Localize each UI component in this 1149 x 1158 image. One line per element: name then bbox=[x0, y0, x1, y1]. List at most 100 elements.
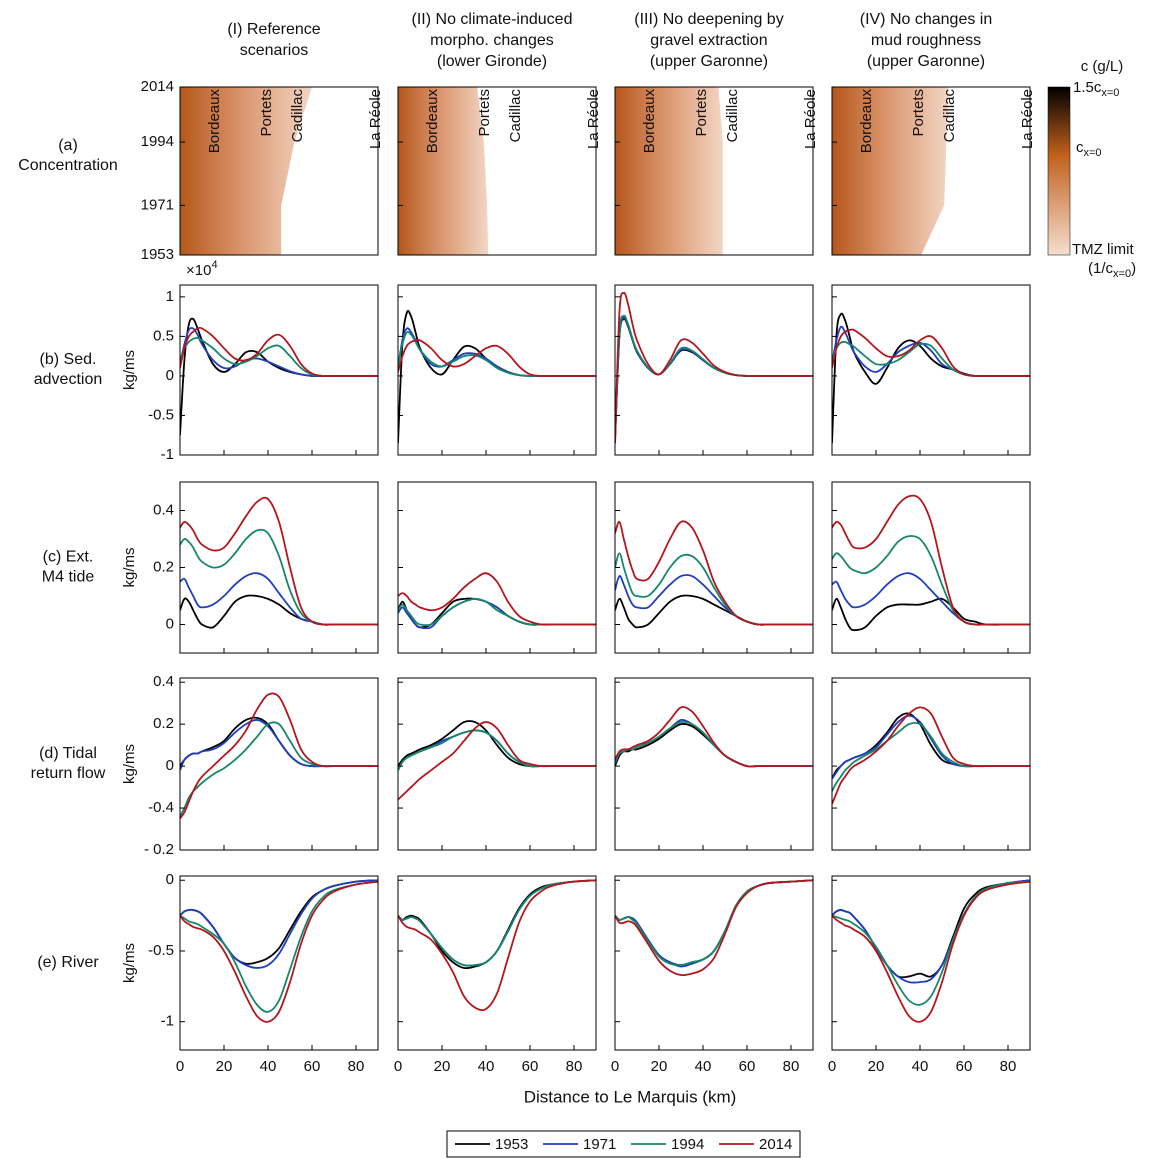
series-line bbox=[398, 597, 596, 627]
y-tick-label: 0.5 bbox=[153, 327, 174, 344]
colorbar-top-label: 1.5cx=0 bbox=[1073, 79, 1119, 99]
series-line bbox=[398, 879, 596, 967]
panel-frame bbox=[831, 481, 1031, 654]
series-line bbox=[398, 338, 596, 377]
y-tick-label: 0 bbox=[166, 367, 174, 384]
legend-label: 1971 bbox=[583, 1136, 616, 1153]
y-tick-label: 0.4 bbox=[153, 501, 174, 518]
y-axis-title: kg/ms bbox=[121, 943, 138, 983]
series-line bbox=[615, 879, 813, 977]
colorbar-top-label-part: x=0 bbox=[1101, 87, 1119, 99]
x-axis-title: Distance to Le Marquis (km) bbox=[524, 1087, 737, 1106]
y-tick-label: - 0.2 bbox=[144, 841, 174, 858]
panel-frame bbox=[179, 677, 379, 851]
x-tick-label: 80 bbox=[1000, 1058, 1017, 1075]
series-line bbox=[180, 719, 378, 771]
town-label: Bordeaux bbox=[206, 89, 223, 154]
y-tick-label: 0.2 bbox=[153, 715, 174, 732]
column-title: gravel extraction bbox=[650, 32, 767, 49]
series-line bbox=[832, 572, 1030, 626]
town-label: Cadillac bbox=[941, 89, 958, 143]
y-tick-label: 0 bbox=[166, 757, 174, 774]
x-tick-label: 20 bbox=[434, 1058, 451, 1075]
x-tick-label: 40 bbox=[478, 1058, 495, 1075]
series-line bbox=[615, 879, 813, 967]
x-tick-label: 80 bbox=[566, 1058, 583, 1075]
x-tick-label: 40 bbox=[912, 1058, 929, 1075]
y-tick-label: 1971 bbox=[141, 196, 174, 213]
x-tick-label: 0 bbox=[394, 1058, 402, 1075]
series-line bbox=[180, 528, 378, 626]
town-label: La Réole bbox=[802, 89, 819, 149]
series-line bbox=[615, 879, 813, 968]
row-label: (e) River bbox=[37, 954, 99, 971]
y-tick-label: 0.2 bbox=[153, 558, 174, 575]
column-title: (IV) No changes in bbox=[860, 11, 993, 28]
panel-frame bbox=[397, 875, 597, 1051]
series-line bbox=[832, 312, 1030, 444]
multiplier-base: ×10 bbox=[186, 262, 211, 279]
town-label: La Réole bbox=[367, 89, 384, 149]
series-line bbox=[615, 314, 813, 440]
series-line bbox=[832, 714, 1030, 780]
x-tick-label: 80 bbox=[348, 1058, 365, 1075]
series-line bbox=[615, 317, 813, 444]
multiplier: ×104 bbox=[186, 259, 218, 279]
series-line bbox=[832, 712, 1030, 780]
x-tick-label: 20 bbox=[868, 1058, 885, 1075]
series-line bbox=[398, 879, 596, 970]
x-tick-label: 0 bbox=[611, 1058, 619, 1075]
column-title: (III) No deepening by bbox=[634, 11, 783, 28]
y-tick-label: 1 bbox=[166, 288, 174, 305]
town-label: Cadillac bbox=[507, 89, 524, 143]
x-tick-label: 0 bbox=[828, 1058, 836, 1075]
row-label: M4 tide bbox=[42, 569, 95, 586]
x-tick-label: 20 bbox=[216, 1058, 233, 1075]
series-line bbox=[180, 496, 378, 626]
column-title: scenarios bbox=[240, 42, 308, 59]
series-line bbox=[398, 721, 596, 801]
colorbar bbox=[1047, 86, 1071, 256]
series-line bbox=[180, 879, 378, 969]
town-label: Bordeaux bbox=[858, 89, 875, 154]
colorbar-bottom-label: TMZ limit bbox=[1072, 241, 1134, 258]
row-label: (c) Ext. bbox=[43, 549, 94, 566]
panel-frame bbox=[397, 284, 597, 456]
town-label: Cadillac bbox=[724, 89, 741, 143]
tmz-area bbox=[398, 87, 489, 255]
legend-label: 1953 bbox=[495, 1136, 528, 1153]
tmz-area bbox=[832, 87, 949, 255]
y-tick-label: 0 bbox=[166, 615, 174, 632]
series-line bbox=[832, 494, 1030, 626]
y-tick-label: 1994 bbox=[141, 133, 174, 150]
x-tick-label: 60 bbox=[739, 1058, 756, 1075]
panel-frame bbox=[397, 86, 597, 256]
y-tick-label: 1953 bbox=[141, 246, 174, 263]
series-line bbox=[832, 328, 1030, 377]
y-tick-label: -0.5 bbox=[148, 406, 174, 423]
row-label: advection bbox=[34, 371, 103, 388]
colorbar-mid-label: cx=0 bbox=[1076, 139, 1102, 159]
series-line bbox=[180, 880, 378, 1013]
series-line bbox=[180, 317, 378, 436]
panel-frame bbox=[614, 86, 814, 256]
row-label: (a) bbox=[58, 137, 78, 154]
colorbar-top-label-part: 1.5c bbox=[1073, 79, 1102, 96]
series-line bbox=[180, 880, 378, 1023]
colorbar-mid-label-part: x=0 bbox=[1084, 147, 1102, 159]
legend-label: 2014 bbox=[759, 1136, 792, 1153]
multiplier-exp: 4 bbox=[211, 259, 217, 271]
colorbar-bottom-note-part: ) bbox=[1131, 260, 1136, 277]
series-line bbox=[615, 552, 813, 626]
x-tick-label: 40 bbox=[260, 1058, 277, 1075]
series-line bbox=[398, 309, 596, 444]
series-line bbox=[398, 597, 596, 629]
panel-frame bbox=[397, 481, 597, 654]
town-label: La Réole bbox=[1019, 89, 1036, 149]
colorbar-mid-label-part: c bbox=[1076, 139, 1084, 156]
tmz-area bbox=[180, 87, 312, 255]
panel-frame bbox=[179, 284, 379, 456]
series-line bbox=[615, 520, 813, 626]
